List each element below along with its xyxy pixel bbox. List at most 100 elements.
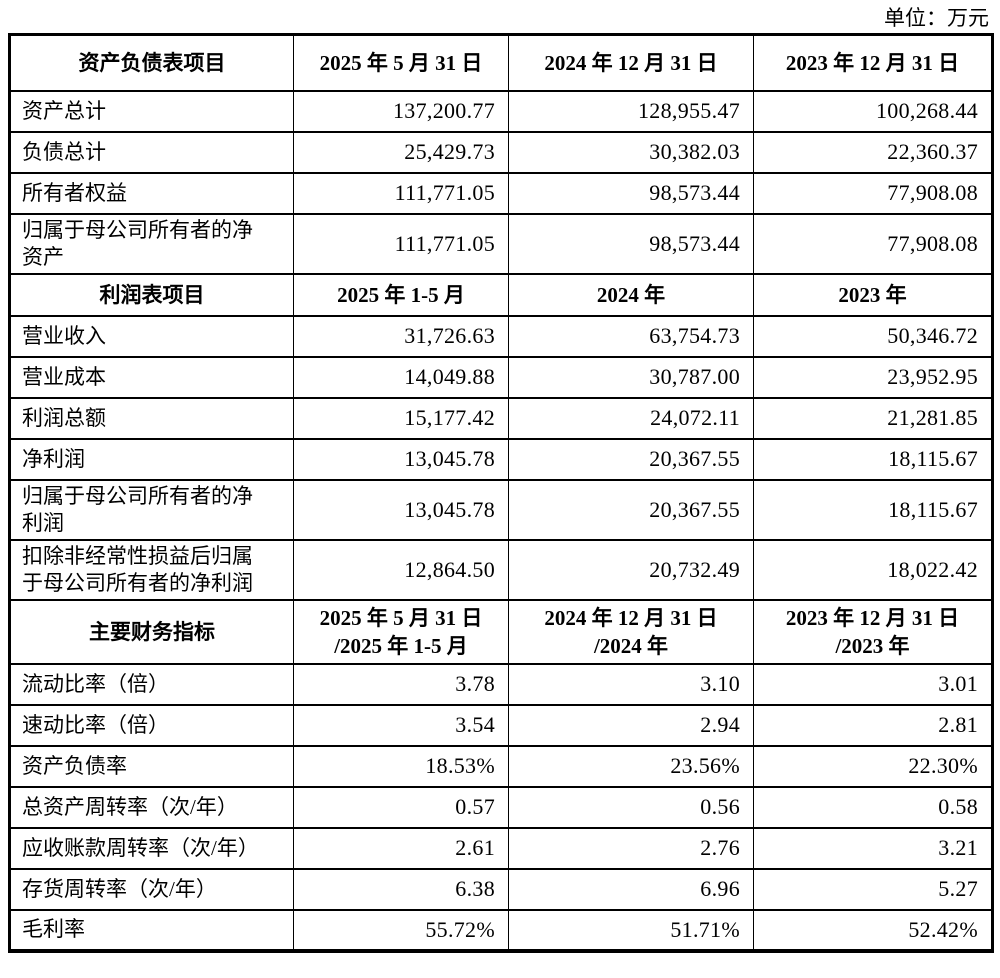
cell-value: 18.53% <box>293 744 509 788</box>
cell-value: 31,726.63 <box>293 314 509 358</box>
cell-value: 2.76 <box>508 826 754 870</box>
row-label: 速动比率（倍） <box>9 703 294 747</box>
table-row: 速动比率（倍） 3.54 2.94 2.81 <box>9 703 993 747</box>
cell-value: 5.27 <box>753 867 993 911</box>
table-row: 所有者权益 111,771.05 98,573.44 77,908.08 <box>9 171 993 215</box>
section-header-row: 资产负债表项目 2025 年 5 月 31 日 2024 年 12 月 31 日 20… <box>9 33 993 92</box>
cell-value: 25,429.73 <box>293 130 509 174</box>
section-header-row: 主要财务指标 2025 年 5 月 31 日/2025 年 1-5 月 2024 年… <box>9 598 993 665</box>
period-column-header: 2024 年 <box>508 272 754 317</box>
table-row: 资产总计 137,200.77 128,955.47 100,268.44 <box>9 89 993 133</box>
cell-value: 2.61 <box>293 826 509 870</box>
period-column-header: 2025 年 5 月 31 日 <box>293 33 509 92</box>
cell-value: 23.56% <box>508 744 754 788</box>
row-label: 资产总计 <box>9 89 294 133</box>
period-header-line: 2023 年 12 月 31 日 <box>785 605 960 630</box>
cell-value: 3.01 <box>753 662 993 706</box>
cell-value: 22.30% <box>753 744 993 788</box>
cell-value: 2.81 <box>753 703 993 747</box>
cell-value: 6.96 <box>508 867 754 911</box>
section-header-row: 利润表项目 2025 年 1-5 月 2024 年 2023 年 <box>9 272 993 317</box>
row-label: 营业收入 <box>9 314 294 358</box>
table-row: 存货周转率（次/年） 6.38 6.96 5.27 <box>9 867 993 911</box>
period-header-line: 2024 年 12 月 31 日 <box>544 605 718 630</box>
row-label: 归属于母公司所有者的净 利润 <box>9 478 294 541</box>
cell-value: 137,200.77 <box>293 89 509 133</box>
cell-value: 0.57 <box>293 785 509 829</box>
row-label: 利润总额 <box>9 396 294 440</box>
table-row: 毛利率 55.72% 51.71% 52.42% <box>9 908 993 952</box>
row-label: 扣除非经常性损益后归属 于母公司所有者的净利润 <box>9 538 294 601</box>
period-column-header: 2024 年 12 月 31 日 <box>508 33 754 92</box>
row-label: 应收账款周转率（次/年） <box>9 826 294 870</box>
cell-value: 24,072.11 <box>508 396 754 440</box>
cell-value: 20,367.55 <box>508 437 754 481</box>
cell-value: 3.78 <box>293 662 509 706</box>
table-row: 总资产周转率（次/年） 0.57 0.56 0.58 <box>9 785 993 829</box>
cell-value: 3.10 <box>508 662 754 706</box>
table-row: 流动比率（倍） 3.78 3.10 3.01 <box>9 662 993 706</box>
table-row: 应收账款周转率（次/年） 2.61 2.76 3.21 <box>9 826 993 870</box>
cell-value: 23,952.95 <box>753 355 993 399</box>
cell-value: 20,367.55 <box>508 478 754 541</box>
period-header-line: 2025 年 1-5 月 <box>337 282 465 307</box>
cell-value: 18,022.42 <box>753 538 993 601</box>
cell-value: 13,045.78 <box>293 478 509 541</box>
unit-label: 单位：万元 <box>884 6 989 30</box>
cell-value: 98,573.44 <box>508 212 754 275</box>
table-row: 利润总额 15,177.42 24,072.11 21,281.85 <box>9 396 993 440</box>
cell-value: 14,049.88 <box>293 355 509 399</box>
row-label: 营业成本 <box>9 355 294 399</box>
period-column-header: 2023 年 12 月 31 日 <box>753 33 993 92</box>
cell-value: 55.72% <box>293 908 509 952</box>
cell-value: 0.56 <box>508 785 754 829</box>
cell-value: 30,787.00 <box>508 355 754 399</box>
financial-summary-table: 资产负债表项目 2025 年 5 月 31 日 2024 年 12 月 31 日 20… <box>8 33 994 953</box>
row-label: 存货周转率（次/年） <box>9 867 294 911</box>
period-header-line: /2025 年 1-5 月 <box>334 633 468 658</box>
period-header-line: 2024 年 <box>596 282 666 307</box>
cell-value: 15,177.42 <box>293 396 509 440</box>
period-column-header: 2024 年 12 月 31 日/2024 年 <box>508 598 754 665</box>
cell-value: 18,115.67 <box>753 478 993 541</box>
period-column-header: 2025 年 1-5 月 <box>293 272 509 317</box>
cell-value: 51.71% <box>508 908 754 952</box>
cell-value: 3.21 <box>753 826 993 870</box>
row-label: 流动比率（倍） <box>9 662 294 706</box>
period-header-line: 2023 年 <box>838 282 907 307</box>
cell-value: 22,360.37 <box>753 130 993 174</box>
row-label: 总资产周转率（次/年） <box>9 785 294 829</box>
period-header-line: 2025 年 5 月 31 日 <box>319 605 483 630</box>
table-row: 营业收入 31,726.63 63,754.73 50,346.72 <box>9 314 993 358</box>
cell-value: 18,115.67 <box>753 437 993 481</box>
period-header-line: /2023 年 <box>835 633 910 658</box>
cell-value: 6.38 <box>293 867 509 911</box>
row-label: 净利润 <box>9 437 294 481</box>
section-title: 利润表项目 <box>9 272 294 317</box>
cell-value: 77,908.08 <box>753 171 993 215</box>
row-label: 归属于母公司所有者的净 资产 <box>9 212 294 275</box>
cell-value: 30,382.03 <box>508 130 754 174</box>
cell-value: 77,908.08 <box>753 212 993 275</box>
document-page: 单位：万元 资产负债表项目 2025 年 5 月 31 日 2024 年 12 月 … <box>8 6 994 953</box>
period-header-line: 2024 年 12 月 31 日 <box>544 50 718 75</box>
section-title: 主要财务指标 <box>9 598 294 665</box>
cell-value: 111,771.05 <box>293 212 509 275</box>
table-row: 净利润 13,045.78 20,367.55 18,115.67 <box>9 437 993 481</box>
period-header-line: /2024 年 <box>593 633 669 658</box>
table-row: 负债总计 25,429.73 30,382.03 22,360.37 <box>9 130 993 174</box>
table-row: 营业成本 14,049.88 30,787.00 23,952.95 <box>9 355 993 399</box>
cell-value: 52.42% <box>753 908 993 952</box>
cell-value: 3.54 <box>293 703 509 747</box>
row-label: 负债总计 <box>9 130 294 174</box>
period-header-line: 2025 年 5 月 31 日 <box>319 50 483 75</box>
cell-value: 128,955.47 <box>508 89 754 133</box>
period-column-header: 2023 年 <box>753 272 993 317</box>
cell-value: 100,268.44 <box>753 89 993 133</box>
table-row: 归属于母公司所有者的净 利润 13,045.78 20,367.55 18,115.6… <box>9 478 993 541</box>
period-column-header: 2025 年 5 月 31 日/2025 年 1-5 月 <box>293 598 509 665</box>
table-row: 扣除非经常性损益后归属 于母公司所有者的净利润 12,864.50 20,732.4… <box>9 538 993 601</box>
cell-value: 98,573.44 <box>508 171 754 215</box>
cell-value: 63,754.73 <box>508 314 754 358</box>
cell-value: 111,771.05 <box>293 171 509 215</box>
